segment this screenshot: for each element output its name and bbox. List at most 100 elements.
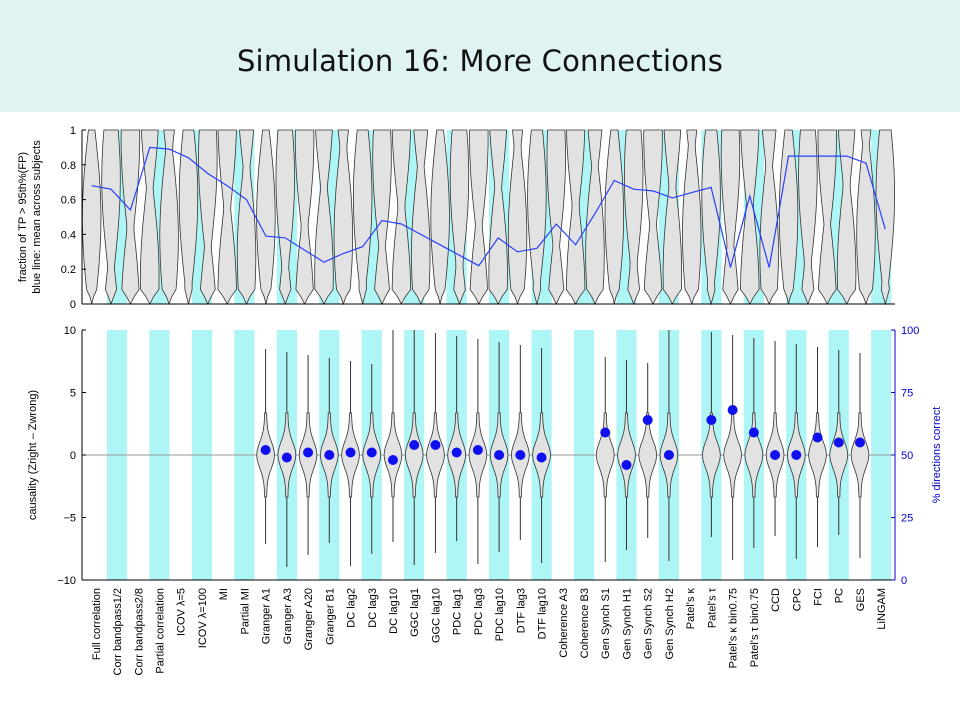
percent-correct-dot [409,440,420,450]
figure: 0 0.2 0.4 0.6 0.8 1 fraction of TP > 95th%(FP… [17,125,943,675]
bottom-violin [744,412,764,498]
percent-correct-dot [812,432,823,443]
top-y-ticks: 0 0.2 0.4 0.6 0.8 1 [61,125,86,311]
top-violin [778,129,799,305]
top-y-label-line1: fraction of TP > 95th%(FP) [17,152,29,282]
category-label: Corr bandpass2/8 [133,588,145,675]
top-violin [798,129,818,306]
category-label: PC [834,588,846,603]
bottom-violin [617,412,636,498]
percent-correct-dot [854,437,865,448]
percent-correct-dot [770,450,781,460]
percent-correct-dot [706,415,717,425]
category-label: Gen Synch S2 [643,588,655,659]
percent-correct-dot [642,415,653,425]
top-violin [120,129,141,305]
category-label: Granger A1 [261,588,273,644]
percent-correct-dot [472,445,483,455]
top-violin [217,129,237,305]
category-label: GGC lag1 [409,588,421,637]
bottom-y-ticks: −10 −5 0 5 10 [57,325,86,587]
top-violin [875,129,895,306]
category-label: Granger A20 [303,588,315,650]
category-labels: Full correlation Corr bandpass1/2 Corr ban… [91,587,888,675]
bottom-violin [383,412,403,498]
category-label: Granger A3 [282,588,294,644]
top-violin [159,129,179,306]
top-violin [140,129,160,305]
right-tick-label: 0 [901,575,907,587]
top-tick-label: 0.4 [61,229,76,241]
top-violin [275,129,295,306]
bottom-violin [595,412,615,498]
top-violin [701,129,721,306]
top-axes [81,130,895,305]
top-violin [82,129,102,305]
right-y-label: % directions correct [931,407,943,504]
top-violin [604,129,624,305]
mean-line [91,146,886,268]
category-label: MI [218,588,230,600]
top-y-label-line2: blue line: mean across subjects [31,140,43,294]
bottom-tick-label: −10 [57,575,76,587]
top-violin [101,129,121,306]
top-violin [527,129,547,306]
category-label: Full correlation [91,588,103,660]
bottom-violin [638,412,658,498]
top-violin [236,129,257,305]
top-violin [740,129,760,305]
category-label: ICOV λ=5 [176,588,188,636]
percent-correct-dot [791,450,802,460]
right-tick-label: 100 [901,325,919,337]
category-label: DTF lag10 [537,588,549,639]
category-label: Patel's τ [706,587,718,628]
category-label: GGC lag10 [430,588,442,643]
category-label: PDC lag1 [452,588,464,635]
top-violin [333,129,353,306]
top-violin [624,129,644,306]
top-violin [507,129,528,306]
top-tick-label: 0.2 [61,264,76,276]
bottom-violin [426,412,445,498]
category-label: Partial MI [239,588,251,634]
percent-correct-dot [494,450,505,460]
percent-correct-dot [833,437,844,448]
bottom-tick-label: 5 [70,388,76,400]
top-violin [430,129,450,305]
top-violin [391,129,412,305]
top-violin [469,129,489,305]
bottom-violin [404,412,424,498]
category-label: Coherence A3 [558,588,570,658]
top-violin [372,129,392,305]
top-violin [449,129,470,306]
percent-correct-dot [430,440,441,450]
top-violin [178,129,199,305]
percent-correct-dot [727,405,738,415]
slide-title: Simulation 16: More Connections [236,44,724,78]
top-violin [836,129,857,305]
top-violin [759,129,779,305]
right-y-label: % directions correct [931,407,943,504]
top-violin [817,129,837,305]
category-label: DTF lag3 [515,588,527,633]
bottom-violin [808,412,827,498]
top-violin [411,129,431,305]
category-label: ICOV λ=100 [197,588,209,648]
bottom-dots [260,405,865,470]
top-violin [546,129,566,305]
percent-correct-dot [748,427,759,438]
category-label: Granger B1 [324,588,336,645]
top-violin [643,129,663,305]
percent-correct-dot [600,427,611,438]
top-tick-label: 1 [70,125,76,137]
right-y-ticks: 0 25 50 75 100 [891,325,919,587]
category-label: PDC lag10 [494,588,506,641]
right-tick-label: 75 [901,388,913,400]
category-label: CCD [770,588,782,612]
top-violin [198,129,218,305]
category-label: Gen Synch H2 [664,588,676,660]
percent-correct-dot [281,452,292,463]
right-tick-label: 50 [901,450,913,462]
percent-correct-dot [303,447,314,458]
category-label: DC lag2 [346,588,358,628]
